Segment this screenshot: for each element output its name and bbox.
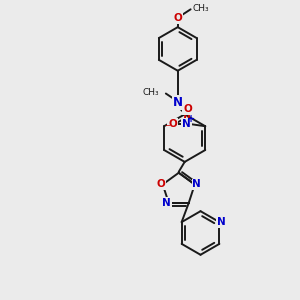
Text: O: O (168, 119, 177, 129)
Text: CH₃: CH₃ (193, 4, 209, 13)
Text: N: N (163, 198, 171, 208)
Text: O: O (156, 179, 165, 189)
Text: ⁻: ⁻ (165, 123, 171, 133)
Text: N: N (217, 217, 226, 227)
Text: CH₃: CH₃ (142, 88, 159, 97)
Text: +: + (187, 114, 195, 124)
Text: O: O (183, 104, 192, 114)
Text: O: O (173, 13, 182, 23)
Text: N: N (182, 119, 191, 129)
Text: N: N (192, 179, 201, 189)
Text: N: N (173, 96, 183, 109)
